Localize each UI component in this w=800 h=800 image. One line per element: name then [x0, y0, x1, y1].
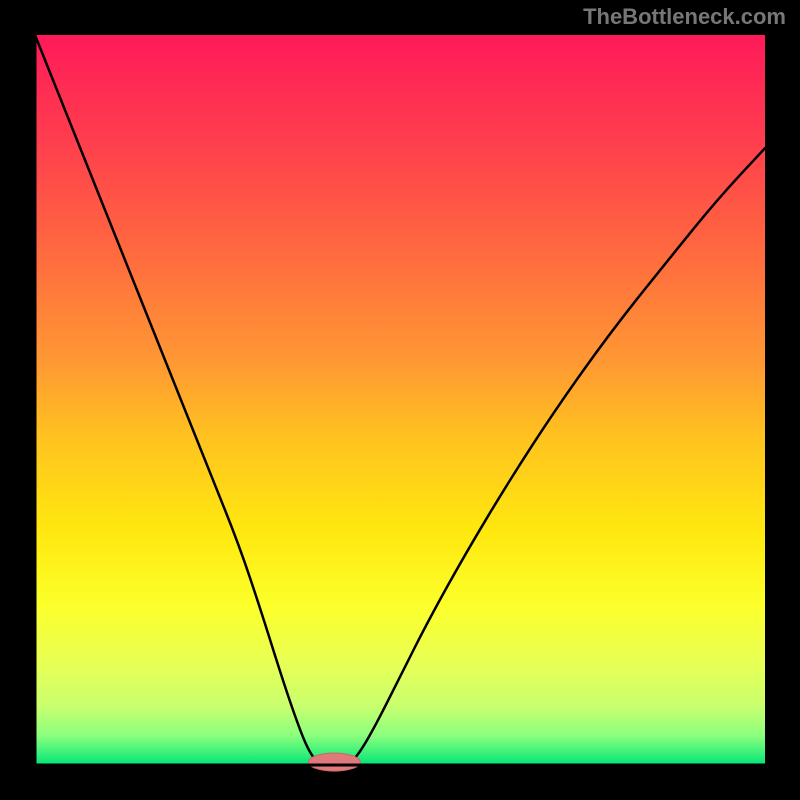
watermark-text: TheBottleneck.com — [583, 4, 786, 30]
bottleneck-chart — [0, 0, 800, 800]
chart-container: TheBottleneck.com — [0, 0, 800, 800]
bottleneck-marker — [308, 753, 360, 771]
plot-area — [35, 35, 765, 765]
